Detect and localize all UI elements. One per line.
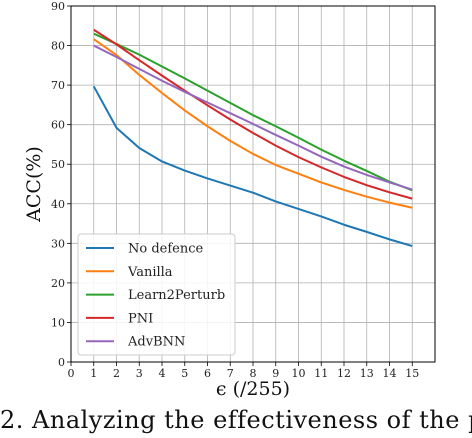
grid	[70, 5, 435, 363]
x-tick-label: 2	[113, 367, 120, 380]
x-tick-label: 15	[405, 367, 419, 380]
x-tick-label: 4	[159, 367, 166, 380]
y-tick-label: 70	[51, 79, 65, 92]
x-tick-label: 11	[314, 367, 328, 380]
series-line-no-defence	[92, 85, 413, 248]
legend-label-advbnn: AdvBNN	[127, 335, 185, 350]
y-tick-label: 20	[51, 277, 65, 290]
series-line-advbnn	[93, 44, 413, 191]
axis-ticks: 0 1 2 3 4 5 6 7 8 9 10 11 12 13 14 15010203040506070809…	[51, 0, 419, 380]
series-line-learn2perturb	[93, 32, 413, 192]
legend: No defence Vanilla Learn2Perturb PNI AdvBNN	[77, 233, 236, 356]
figure-caption: 2. Analyzing the effectiveness of the pr…	[0, 406, 472, 434]
x-tick-label: 14	[383, 367, 397, 380]
series-lines	[92, 28, 413, 248]
x-axis-label: ϵ (/255)	[216, 378, 290, 400]
y-tick-label: 60	[51, 119, 65, 132]
x-tick-label: 3	[136, 367, 143, 380]
y-tick-label: 10	[51, 316, 65, 329]
legend-label-learn2perturb: Learn2Perturb	[128, 288, 225, 303]
x-tick-label: 12	[337, 367, 351, 380]
x-tick-label: 8	[250, 367, 257, 380]
y-tick-label: 80	[51, 40, 65, 53]
y-tick-label: 30	[51, 237, 65, 250]
legend-label-vanilla: Vanilla	[127, 265, 173, 280]
y-tick-label: 0	[58, 356, 65, 369]
legend-label-no-defence: No defence	[128, 242, 204, 257]
line-chart: 0 1 2 3 4 5 6 7 8 9 10 11 12 13 14 15010203040506070809…	[23, 0, 436, 400]
x-tick-label: 6	[204, 367, 211, 380]
legend-label-pni: PNI	[128, 311, 153, 326]
y-tick-label: 90	[51, 0, 65, 13]
series-line-vanilla	[93, 38, 413, 209]
x-tick-label: 5	[181, 367, 188, 380]
x-tick-label: 13	[360, 367, 374, 380]
y-axis-label: ACC(%)	[23, 146, 45, 223]
x-tick-label: 0	[68, 367, 75, 380]
y-tick-label: 40	[51, 198, 65, 211]
x-tick-label: 9	[272, 367, 279, 380]
y-tick-label: 50	[51, 158, 65, 171]
series-line-pni	[93, 28, 413, 200]
x-tick-label: 10	[292, 367, 306, 380]
legend-box	[77, 233, 236, 356]
x-tick-label: 1	[90, 367, 97, 380]
x-tick-label: 7	[227, 367, 234, 380]
